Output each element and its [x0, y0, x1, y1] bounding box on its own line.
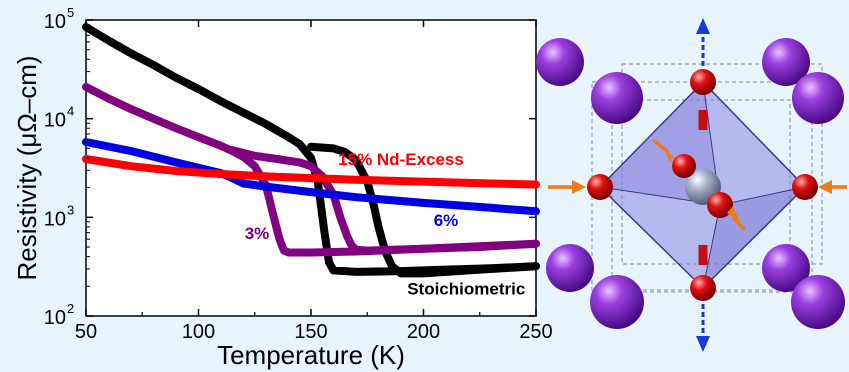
- series-line-4: [82, 138, 540, 216]
- y-tick-label: 10: [44, 110, 66, 132]
- x-tick-label: 150: [294, 321, 327, 343]
- a-site-atom: [591, 72, 643, 124]
- series-line-5: [82, 155, 540, 189]
- x-tick-label: 200: [407, 321, 440, 343]
- oxygen-atom: [707, 192, 733, 218]
- arrow-down-icon: [696, 336, 710, 352]
- series-label-2: 3%: [245, 224, 270, 243]
- oxygen-atom: [690, 69, 716, 95]
- arrow-left-icon: [818, 180, 832, 194]
- series-layer: [82, 23, 540, 278]
- arrow-up-icon: [696, 18, 710, 34]
- series-line-0: [82, 23, 540, 276]
- y-tick-exponent: 4: [67, 104, 74, 119]
- y-tick-exponent: 3: [67, 202, 74, 217]
- series-label-1: 6%: [434, 211, 459, 230]
- oxygen-atom: [792, 174, 818, 200]
- y-tick-exponent: 2: [67, 301, 74, 316]
- x-tick-label: 50: [75, 321, 97, 343]
- a-site-atom: [791, 275, 845, 329]
- series-label-3: Stoichiometric: [407, 280, 525, 299]
- series-line-2: [82, 82, 540, 257]
- y-tick-label: 10: [44, 11, 66, 33]
- a-site-atom: [792, 72, 844, 124]
- a-site-atom: [546, 244, 594, 292]
- x-tick-label: 100: [182, 321, 215, 343]
- a-site-atom: [590, 275, 644, 329]
- a-site-atom: [762, 244, 810, 292]
- arrow-right-icon: [572, 180, 586, 194]
- series-line-1: [307, 142, 540, 278]
- arrow-diagonal-icon: [727, 206, 741, 224]
- a-site-atom: [536, 38, 584, 86]
- oxygen-atom: [587, 174, 613, 200]
- x-axis-label: Temperature (K): [217, 340, 405, 370]
- y-tick-exponent: 5: [67, 5, 74, 20]
- oxygen-atom: [690, 275, 716, 301]
- y-axis-label: Resistivity (μΩ–cm): [12, 55, 42, 280]
- y-tick-label: 10: [44, 307, 66, 329]
- oxygen-atom: [672, 154, 696, 178]
- series-line-3: [228, 146, 540, 255]
- annotation-layer: 15% Nd-Excess 6% 3% Stoichiometric: [245, 150, 526, 299]
- a-site-atom: [762, 38, 810, 86]
- crystal-structure-illustration: [536, 18, 847, 352]
- x-tick-label: 250: [519, 321, 552, 343]
- series-label-0: 15% Nd-Excess: [338, 150, 464, 169]
- y-tick-label: 10: [44, 208, 66, 230]
- arrow-diagonal-icon: [662, 145, 674, 162]
